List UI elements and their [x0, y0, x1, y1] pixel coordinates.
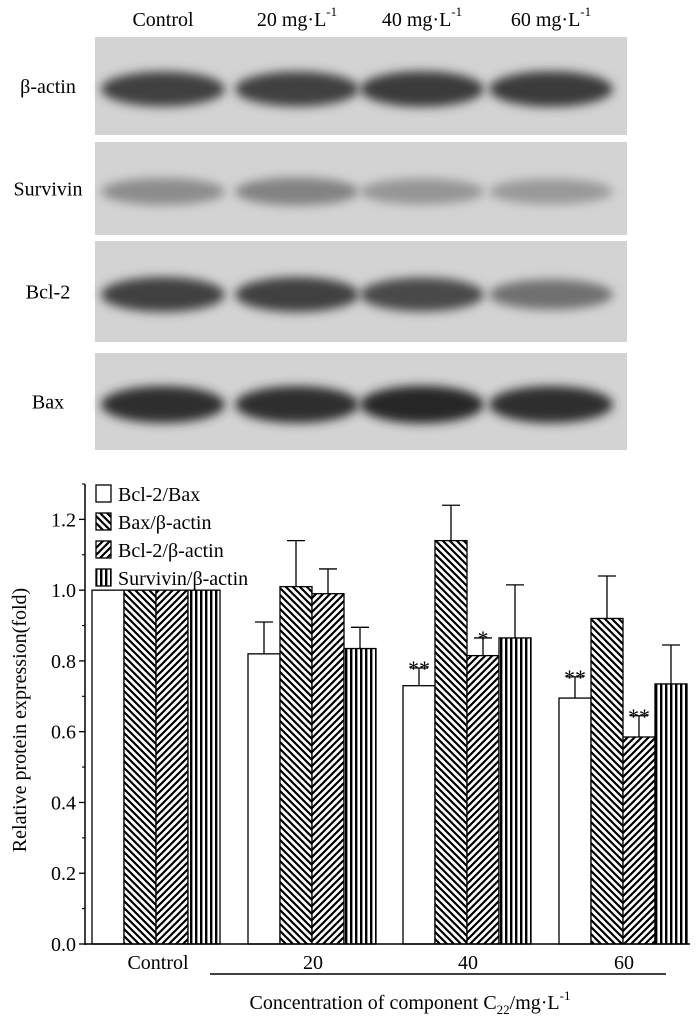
bar — [466, 654, 500, 945]
y-tick-label: 1.2 — [51, 509, 76, 531]
y-tick-label: 0.6 — [51, 722, 76, 744]
x-axis-label-superscript: -1 — [560, 988, 571, 1003]
legend-item: Bax/β-actin — [95, 512, 211, 534]
x-axis-label: Concentration of component C22/mg·L-1 — [249, 988, 570, 1017]
legend-item: Bcl-2/Bax — [95, 484, 200, 506]
significance-annotations: ** ***** — [408, 626, 650, 729]
blot-band — [489, 178, 613, 205]
x-tick-label: 20 — [303, 952, 323, 974]
bar — [155, 589, 189, 945]
blot-band — [489, 386, 613, 423]
error-bars — [255, 504, 680, 737]
blot-band — [235, 277, 359, 312]
blot-band — [101, 178, 225, 205]
blot-band — [235, 386, 359, 423]
y-tick-label: 0.0 — [51, 934, 76, 956]
y-tick-label: 1.0 — [51, 580, 76, 602]
significance-marker: ** — [628, 704, 650, 729]
blot-row-label: β-actin — [20, 76, 76, 98]
legend-label: Bax/β-actin — [118, 512, 211, 534]
x-tick-label: Control — [127, 952, 189, 974]
legend-swatch — [95, 484, 112, 503]
blot-band — [489, 71, 613, 107]
y-tick-label: 0.2 — [51, 863, 76, 885]
bar — [434, 539, 468, 945]
blot-band — [360, 178, 484, 205]
legend-swatch — [95, 568, 112, 587]
x-axis-label-main: Concentration of component C — [249, 992, 496, 1014]
blot-lane-label: 20 mg·L-1 — [257, 4, 337, 31]
bar-series-group — [91, 539, 688, 945]
blot-row-label: Bax — [32, 392, 64, 414]
blot-row-label: Bcl-2 — [26, 282, 70, 304]
blot-band — [235, 71, 359, 107]
legend-item: Survivin/β-actin — [95, 568, 248, 590]
bar — [343, 647, 377, 945]
legend-swatch — [95, 512, 112, 531]
blot-band — [235, 177, 359, 206]
blot-row: Survivin — [14, 142, 627, 235]
blot-lane-label: Control — [132, 9, 194, 31]
blot-band — [101, 386, 225, 423]
bar — [558, 697, 592, 945]
blot-band — [489, 279, 613, 310]
legend-item: Bcl-2/β-actin — [95, 540, 224, 562]
bar — [311, 593, 345, 945]
blot-band — [360, 71, 484, 107]
blot-rows: β-actin Survivin Bcl-2 Bax — [14, 37, 627, 450]
bar — [123, 589, 157, 945]
bar — [402, 685, 436, 945]
blot-band — [360, 385, 484, 424]
chart-axes: 0.0 0.2 0.4 0.6 0.8 1.0 1.2 Control 20 40 60 — [51, 483, 690, 975]
legend-label: Bcl-2/β-actin — [118, 540, 224, 562]
western-blot: Control 20 mg·L-1 40 mg·L-1 60 mg·L-1 β-act… — [14, 4, 627, 450]
bar — [590, 617, 624, 945]
blot-band — [101, 277, 225, 312]
legend-swatch — [95, 540, 112, 559]
bar — [622, 736, 656, 945]
chart-legend: Bcl-2/Bax Bax/β-actin Bcl-2/β-actin Survivi… — [95, 484, 248, 590]
bar — [279, 585, 313, 945]
blot-row: β-actin — [20, 37, 627, 135]
blot-lane-label: 60 mg·L-1 — [511, 4, 591, 31]
blot-band — [101, 71, 225, 107]
x-tick-label: 40 — [458, 952, 478, 974]
x-axis-label-unit: /mg·L — [510, 992, 560, 1014]
bar — [247, 653, 281, 945]
x-axis-label-subscript: 22 — [497, 1002, 510, 1017]
y-tick-label: 0.8 — [51, 651, 76, 673]
blot-row: Bax — [32, 353, 627, 450]
blot-row: Bcl-2 — [26, 241, 627, 342]
significance-marker: * — [478, 626, 489, 651]
blot-lane-label: 40 mg·L-1 — [382, 4, 462, 31]
x-tick-label: 60 — [614, 952, 634, 974]
legend-label: Survivin/β-actin — [118, 568, 248, 590]
blot-lane-labels: Control 20 mg·L-1 40 mg·L-1 60 mg·L-1 — [132, 4, 591, 31]
bar — [498, 637, 532, 945]
bar — [654, 683, 688, 945]
significance-marker: ** — [408, 656, 430, 681]
blot-band — [360, 277, 484, 312]
y-tick-label: 0.4 — [51, 792, 76, 814]
bar — [187, 589, 221, 945]
y-axis-label: Relative protein expression(fold) — [9, 588, 31, 852]
bar — [91, 589, 125, 945]
blot-row-label: Survivin — [14, 179, 83, 201]
significance-marker: ** — [564, 665, 586, 690]
legend-label: Bcl-2/Bax — [118, 484, 200, 506]
